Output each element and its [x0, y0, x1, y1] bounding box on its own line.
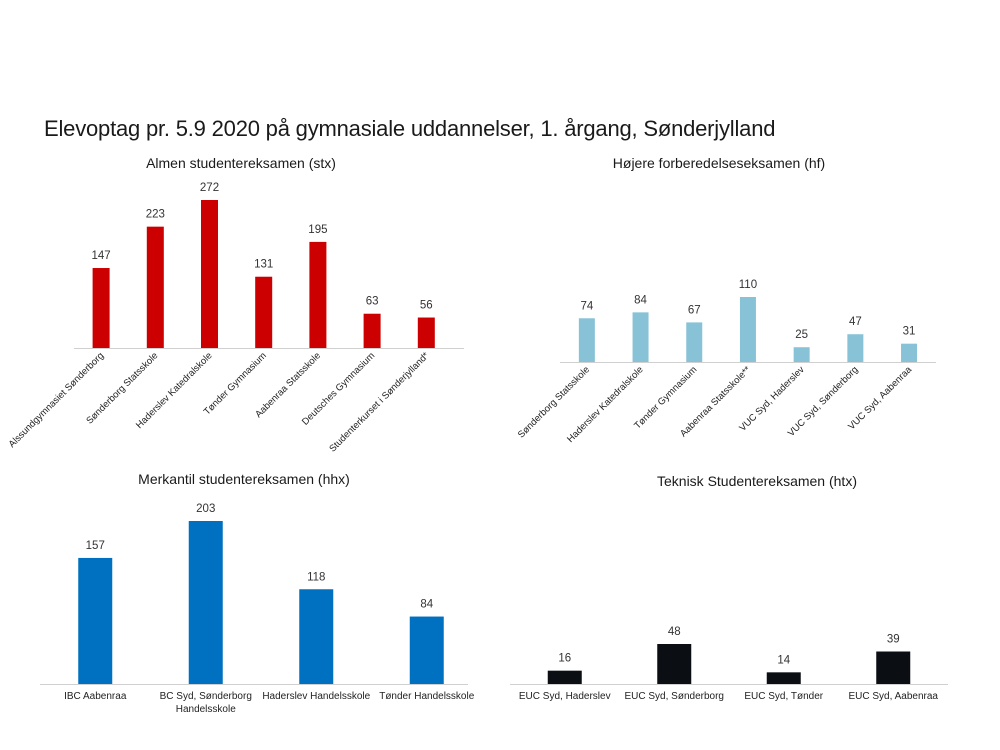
bar — [309, 241, 327, 348]
main-title: Elevoptag pr. 5.9 2020 på gymnasiale udd… — [44, 116, 776, 141]
category-label: EUC Syd, Haderslev — [519, 691, 611, 702]
category-label: Tønder Handelsskole — [379, 691, 474, 702]
data-label: 16 — [558, 653, 571, 665]
chart-title: Merkantil studentereksamen (hhx) — [138, 471, 350, 487]
data-label: 47 — [849, 316, 862, 328]
data-label: 84 — [420, 599, 433, 611]
bar — [686, 322, 703, 362]
data-label: 118 — [307, 571, 325, 583]
bar — [92, 268, 110, 348]
data-label: 48 — [668, 626, 681, 638]
chart-title: Højere forberedelseseksamen (hf) — [613, 155, 825, 171]
data-label: 25 — [795, 329, 808, 341]
data-label: 110 — [739, 279, 757, 291]
data-label: 157 — [86, 540, 105, 552]
bar — [188, 521, 223, 684]
data-label: 223 — [146, 209, 165, 221]
data-label: 74 — [580, 300, 593, 312]
bar — [578, 318, 595, 362]
bar — [847, 334, 864, 362]
category-label: BC Syd, Sønderborg Handelsskole — [160, 691, 252, 715]
bar — [409, 616, 444, 684]
bar — [78, 557, 113, 684]
bar — [766, 672, 801, 684]
chart-htx: Teknisk Studentereksamen (htx) 16 EUC Syd,… — [510, 473, 948, 702]
bar — [901, 343, 918, 362]
bar — [657, 644, 692, 684]
category-label: EUC Syd, Tønder — [744, 691, 823, 702]
chart-stx: Almen studentereksamen (stx) 147 Alssundgy… — [7, 155, 464, 454]
bar — [793, 347, 810, 362]
bar — [547, 670, 582, 684]
bar — [739, 297, 756, 362]
category-label: EUC Syd, Sønderborg — [625, 691, 725, 702]
chart-title: Almen studentereksamen (stx) — [146, 155, 336, 171]
bar — [632, 312, 649, 362]
bar — [146, 226, 164, 348]
category-label: Haderslev Handelsskole — [262, 691, 370, 702]
data-label: 56 — [420, 300, 433, 312]
data-label: 14 — [777, 654, 790, 666]
data-label: 272 — [200, 182, 219, 194]
bar — [255, 276, 273, 348]
data-label: 203 — [196, 503, 215, 515]
data-label: 147 — [92, 250, 111, 262]
data-label: 31 — [903, 326, 916, 338]
bar — [299, 589, 334, 684]
category-label: Studenterkurset i Sønderjylland* — [327, 350, 431, 454]
bar — [363, 313, 381, 348]
data-label: 131 — [254, 259, 273, 271]
chart-title: Teknisk Studentereksamen (htx) — [657, 473, 857, 489]
bar — [201, 200, 218, 348]
data-label: 39 — [887, 634, 900, 646]
bar — [876, 651, 911, 684]
chart-hhx: Merkantil studentereksamen (hhx) 157 IBC A… — [40, 471, 475, 715]
category-label: EUC Syd, Aabenraa — [849, 691, 939, 702]
category-label: IBC Aabenraa — [64, 691, 127, 702]
data-label: 84 — [634, 294, 647, 306]
bar — [417, 317, 435, 348]
category-label: Alssundgymnasiet Sønderborg — [7, 350, 107, 450]
data-label: 63 — [366, 296, 379, 308]
data-label: 67 — [688, 304, 701, 316]
chart-hf: Højere forberedelseseksamen (hf)74Sønder… — [516, 155, 936, 445]
data-label: 195 — [308, 224, 327, 236]
